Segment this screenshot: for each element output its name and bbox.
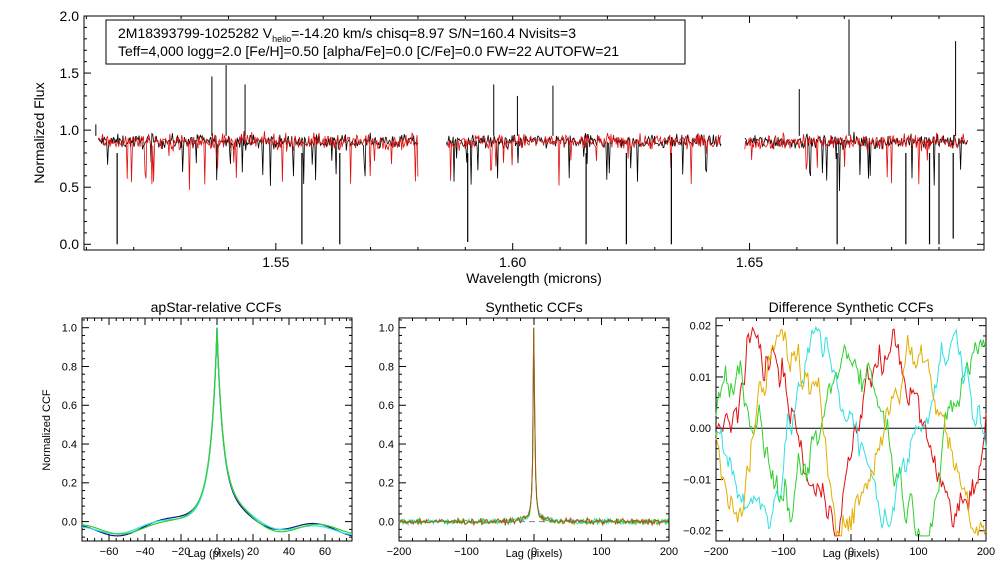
difference-ccf-diff2 (715, 339, 987, 537)
spectrum-ytick-label-3: 1.5 (60, 65, 80, 81)
synthetic-ccf-ytick-label-5: 1.0 (379, 323, 394, 335)
synthetic-ccf-ytick-label-0: 0.0 (379, 516, 394, 528)
spectrum-xtick-label-1: 1.60 (499, 254, 526, 270)
apstar-ccf-title: apStar-relative CCFs (151, 299, 282, 315)
difference-ccf-xtick-label-0: −200 (704, 546, 729, 558)
spectrum-model-chip-0 (97, 130, 419, 190)
apstar-ccf-ytick-label-0: 0.0 (62, 516, 77, 528)
difference-ccf-xtick-label-2: 0 (848, 546, 854, 558)
difference-ccf-xlabel: Lag (pixels) (823, 548, 880, 560)
difference-ccf-diff4 (715, 328, 987, 537)
synthetic-ccf-ytick-label-4: 0.8 (379, 361, 394, 373)
apstar-ccf-xtick-label-4: 20 (247, 546, 259, 558)
synthetic-ccf-ticks: −200 −100 0 100 200 0.0 0.2 0.4 0.6 0.8 1.0 (379, 318, 678, 558)
synthetic-ccf-xtick-label-4: 200 (660, 546, 678, 558)
info-line1-rest: =-14.20 km/s chisq=8.97 S/N=160.4 Nvisit… (291, 25, 576, 41)
apstar-ccf-xtick-label-3: 0 (214, 546, 220, 558)
star-id: 2M18393799-1025282 (118, 25, 259, 41)
apstar-ccf-xtick-label-6: 60 (319, 546, 331, 558)
synthetic-ccf-ytick-label-2: 0.4 (379, 439, 394, 451)
apstar-ccf-xlabel: Lag (pixels) (188, 548, 245, 560)
difference-ccf-ticks: −200 −100 0 100 200 −0.02 −0.01 0.00 0.01 0.02 (683, 318, 995, 558)
synthetic-ccf-ytick-label-3: 0.6 (379, 400, 394, 412)
vhelio-subscript: helio (272, 34, 291, 44)
difference-ccf-ytick-label-2: 0.00 (690, 423, 711, 435)
synthetic-ccf-xtick-label-1: −100 (454, 546, 479, 558)
spectrum-plot-frame (83, 15, 985, 251)
apstar-ccf-ytick-label-1: 0.2 (62, 478, 77, 490)
apstar-ccf-visit3 (81, 327, 353, 535)
difference-ccf-diff3 (715, 325, 987, 530)
spectrum-info-box (105, 19, 686, 65)
apstar-ccf-plot-frame (81, 317, 353, 542)
spectrum-ticks: 1.55 1.60 1.65 0.0 0.5 1.0 1.5 2.0 (60, 8, 984, 270)
difference-ccf-title: Difference Synthetic CCFs (769, 299, 934, 315)
spectrum-info-line2: Teff=4,000 logg=2.0 [Fe/H]=0.50 [alpha/F… (118, 43, 619, 59)
synthetic-ccf-lines (398, 327, 669, 527)
difference-ccf-ytick-label-3: 0.01 (690, 372, 711, 384)
apstar-ccf-lines (81, 327, 353, 537)
apstar-ccf-ytick-label-3: 0.6 (62, 400, 77, 412)
difference-ccf-lines (715, 325, 987, 537)
apstar-ccf-ytick-label-4: 0.8 (62, 361, 77, 373)
synthetic-ccf-xtick-label-3: 100 (592, 546, 610, 558)
difference-ccf-xtick-label-3: 100 (909, 546, 927, 558)
apstar-ccf-xtick-label-5: 40 (283, 546, 295, 558)
spectrum-ytick-label-2: 1.0 (60, 122, 80, 138)
apstar-ccf-visit2 (81, 327, 353, 536)
apstar-ccf-xtick-label-0: −60 (100, 546, 119, 558)
synthetic-ccf-xlabel: Lag (pixels) (506, 548, 563, 560)
spectrum-lines (95, 19, 968, 245)
synthetic-ccf-ytick-label-1: 0.2 (379, 478, 394, 490)
synthetic-ccf-xtick-label-0: −200 (387, 546, 412, 558)
difference-ccf-ytick-label-0: −0.02 (683, 526, 711, 538)
spectrum-xlabel: Wavelength (microns) (466, 270, 602, 286)
spectrum-ytick-label-0: 0.0 (60, 236, 80, 252)
synthetic-ccf-visit3 (398, 327, 669, 527)
spectrum-xtick-label-0: 1.55 (262, 254, 289, 270)
vhelio-label: V (263, 25, 273, 41)
apstar-ccf-xtick-label-1: −40 (136, 546, 155, 558)
difference-ccf-diff1 (715, 326, 987, 537)
spectrum-xtick-label-2: 1.65 (736, 254, 763, 270)
synthetic-ccf-panel: Synthetic CCFs −200 −100 0 100 200 0.0 0.2 0.4 0… (379, 299, 678, 560)
spectrum-panel: 1.55 1.60 1.65 0.0 0.5 1.0 1.5 2.0 2M18393799-1… (31, 8, 985, 286)
apstar-ccf-xtick-label-2: −20 (172, 546, 191, 558)
synthetic-ccf-xtick-label-2: 0 (531, 546, 537, 558)
spectrum-model-chip-2 (744, 132, 968, 185)
difference-ccf-xtick-label-4: 200 (977, 546, 995, 558)
spectrum-model-chip-1 (446, 133, 722, 186)
apstar-ccf-ytick-label-5: 1.0 (62, 323, 77, 335)
apstar-ccf-panel: apStar-relative CCFs −60 −40 −20 0 20 40 60 0.0… (41, 299, 353, 560)
difference-ccf-xtick-label-1: −100 (771, 546, 796, 558)
difference-ccf-panel: Difference Synthetic CCFs −200 −100 0 100 20… (683, 299, 995, 560)
spectrum-ytick-label-4: 2.0 (60, 8, 80, 24)
apstar-ccf-ticks: −60 −40 −20 0 20 40 60 0.0 0.2 0.4 0.6 0.8 1.0 (62, 318, 352, 558)
synthetic-ccf-title: Synthetic CCFs (485, 299, 582, 315)
spectrum-ytick-label-1: 0.5 (60, 179, 80, 195)
spectrum-ylabel: Normalized Flux (31, 82, 47, 183)
apstar-ccf-visit1 (81, 327, 353, 537)
difference-ccf-ytick-label-1: −0.01 (683, 474, 711, 486)
spectrum-info-line1: 2M18393799-1025282 Vhelio=-14.20 km/s ch… (118, 25, 576, 44)
difference-ccf-ytick-label-4: 0.02 (690, 321, 711, 333)
apstar-ccf-ytick-label-2: 0.4 (62, 439, 77, 451)
apstar-ccf-ylabel: Normalized CCF (41, 389, 53, 471)
